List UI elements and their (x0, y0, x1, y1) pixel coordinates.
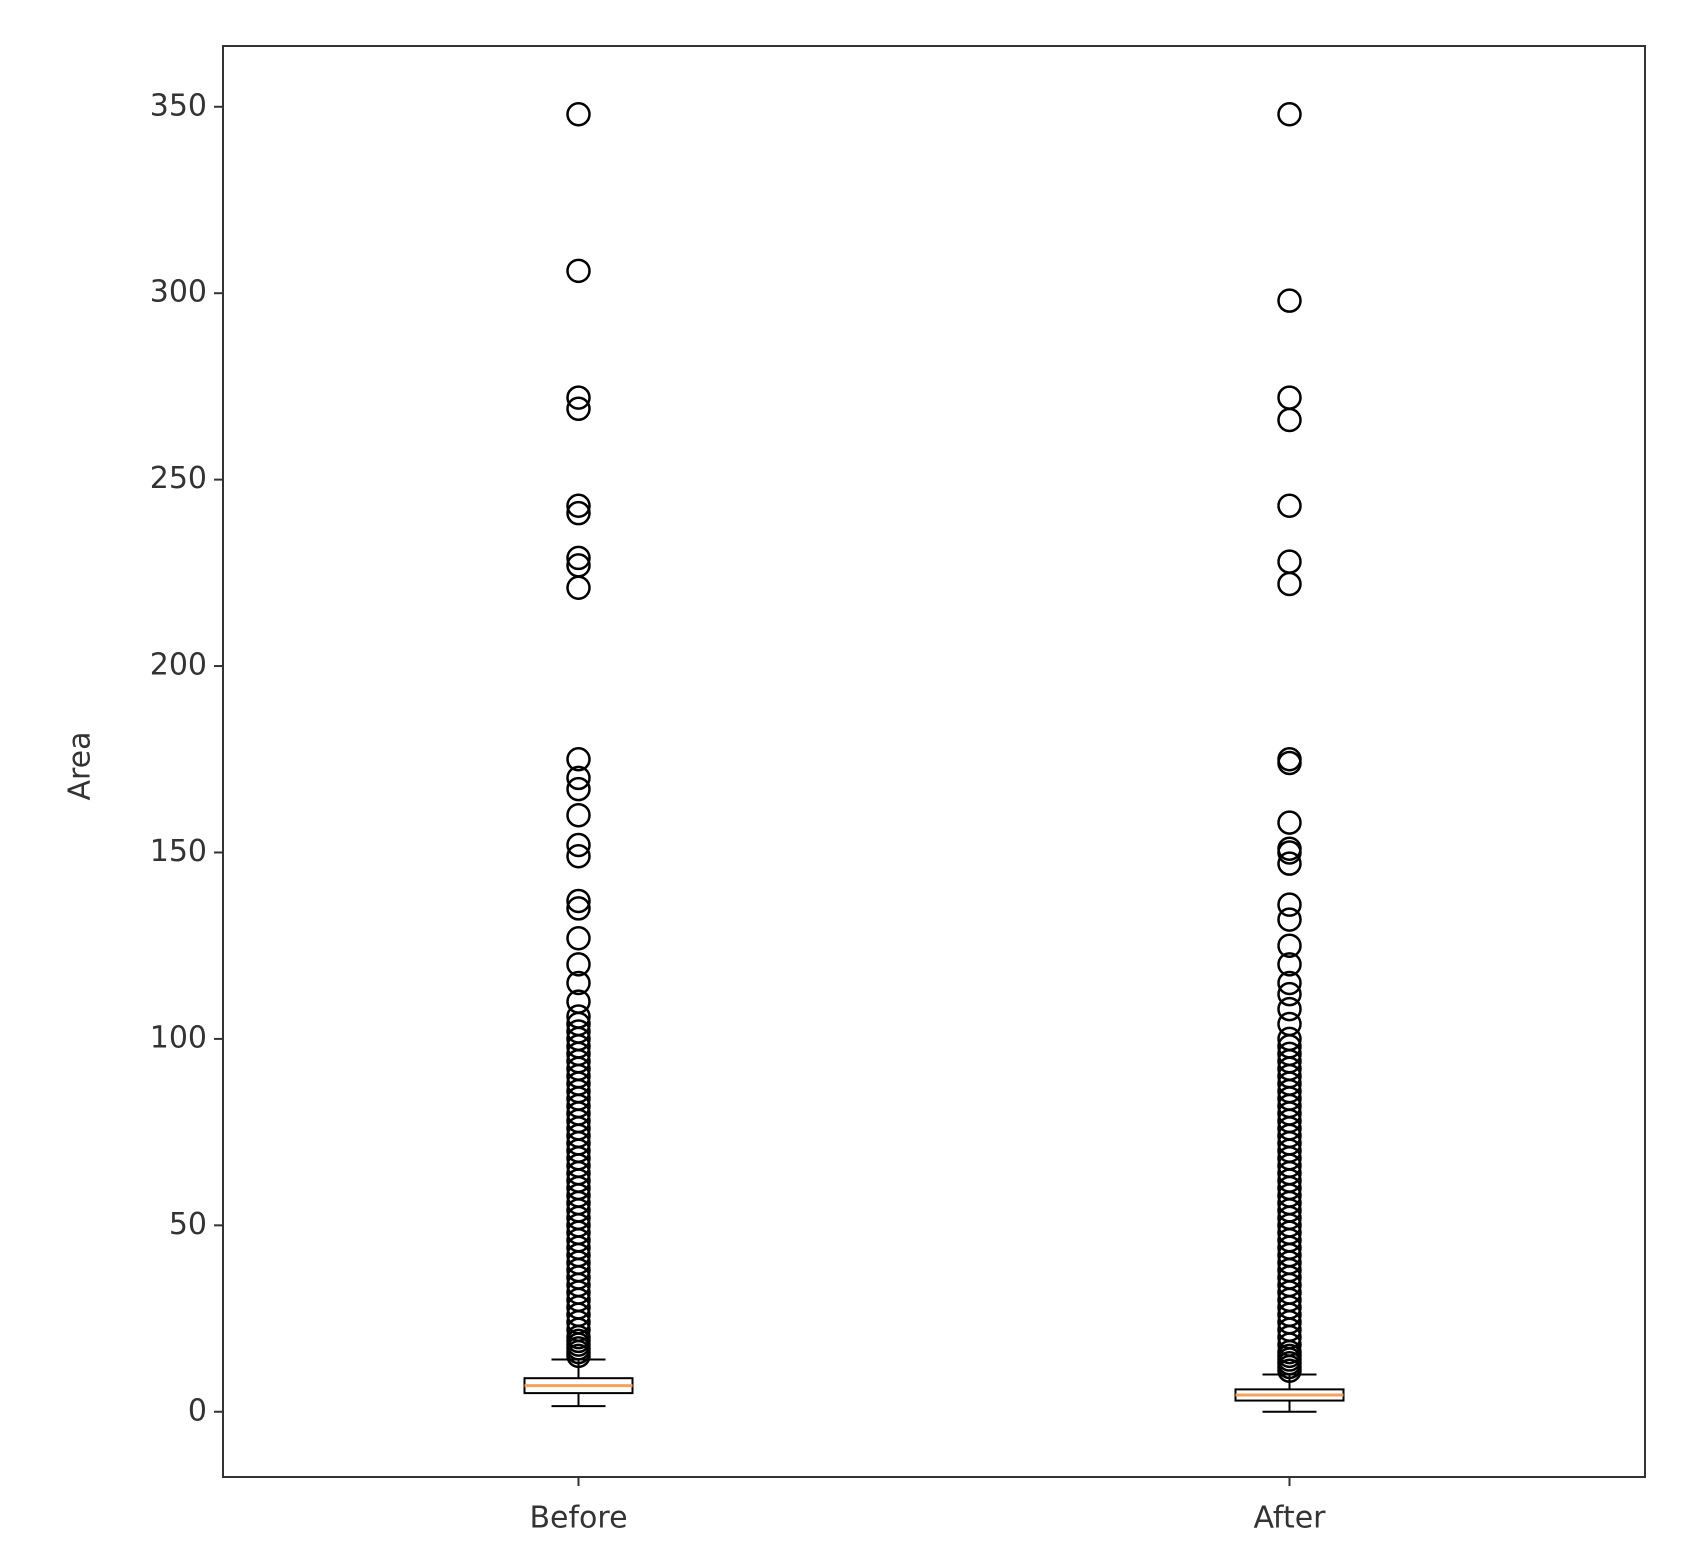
outlier (566, 553, 591, 578)
outlier (566, 776, 591, 802)
outlier (1277, 836, 1302, 861)
x-tick-label: After (1253, 1501, 1326, 1536)
outlier (566, 925, 591, 951)
outlier (1277, 996, 1302, 1022)
outlier (1277, 1041, 1302, 1067)
outlier (1277, 1011, 1302, 1037)
outlier (566, 101, 591, 127)
y-tick-label: 250 (150, 461, 207, 496)
outlier (566, 1019, 591, 1044)
outlier (566, 1004, 591, 1029)
plot-frame (222, 45, 1646, 1478)
outlier (1277, 907, 1302, 932)
outlier (566, 493, 591, 518)
outlier (1277, 407, 1302, 433)
outlier (566, 888, 591, 914)
outlier (566, 575, 591, 601)
outlier (566, 545, 591, 571)
y-tick-label: 0 (188, 1393, 207, 1428)
outlier (566, 896, 591, 921)
outlier (1277, 747, 1302, 772)
outlier (566, 747, 591, 772)
outlier (566, 258, 591, 284)
outlier (566, 832, 591, 858)
outlier (1277, 933, 1302, 958)
outlier (566, 843, 591, 869)
outlier (566, 952, 591, 977)
outlier (1277, 101, 1302, 127)
outlier (566, 500, 591, 526)
outlier (566, 989, 591, 1014)
y-tick-label: 350 (150, 88, 207, 123)
y-tick-label: 100 (150, 1020, 207, 1055)
outlier (1277, 571, 1302, 597)
outlier (1277, 385, 1302, 410)
outlier (566, 970, 591, 996)
y-tick-label: 150 (150, 834, 207, 869)
y-tick-label: 50 (169, 1207, 207, 1242)
outlier (1277, 549, 1302, 574)
outlier (1277, 493, 1302, 518)
outlier (1277, 288, 1302, 313)
x-tick-label: Before (529, 1501, 627, 1536)
outlier (566, 385, 591, 410)
outlier (1277, 810, 1302, 835)
outlier (1277, 952, 1302, 977)
y-tick-label: 200 (150, 648, 207, 683)
outlier (566, 765, 591, 791)
outlier (1277, 1026, 1302, 1052)
outlier (566, 396, 591, 422)
outlier (1277, 892, 1302, 917)
outlier (1277, 851, 1302, 876)
outlier (1277, 970, 1302, 996)
y-tick-label: 300 (150, 275, 207, 310)
outlier (566, 802, 591, 828)
outlier (1277, 981, 1302, 1007)
y-axis-label: Area (63, 731, 98, 800)
